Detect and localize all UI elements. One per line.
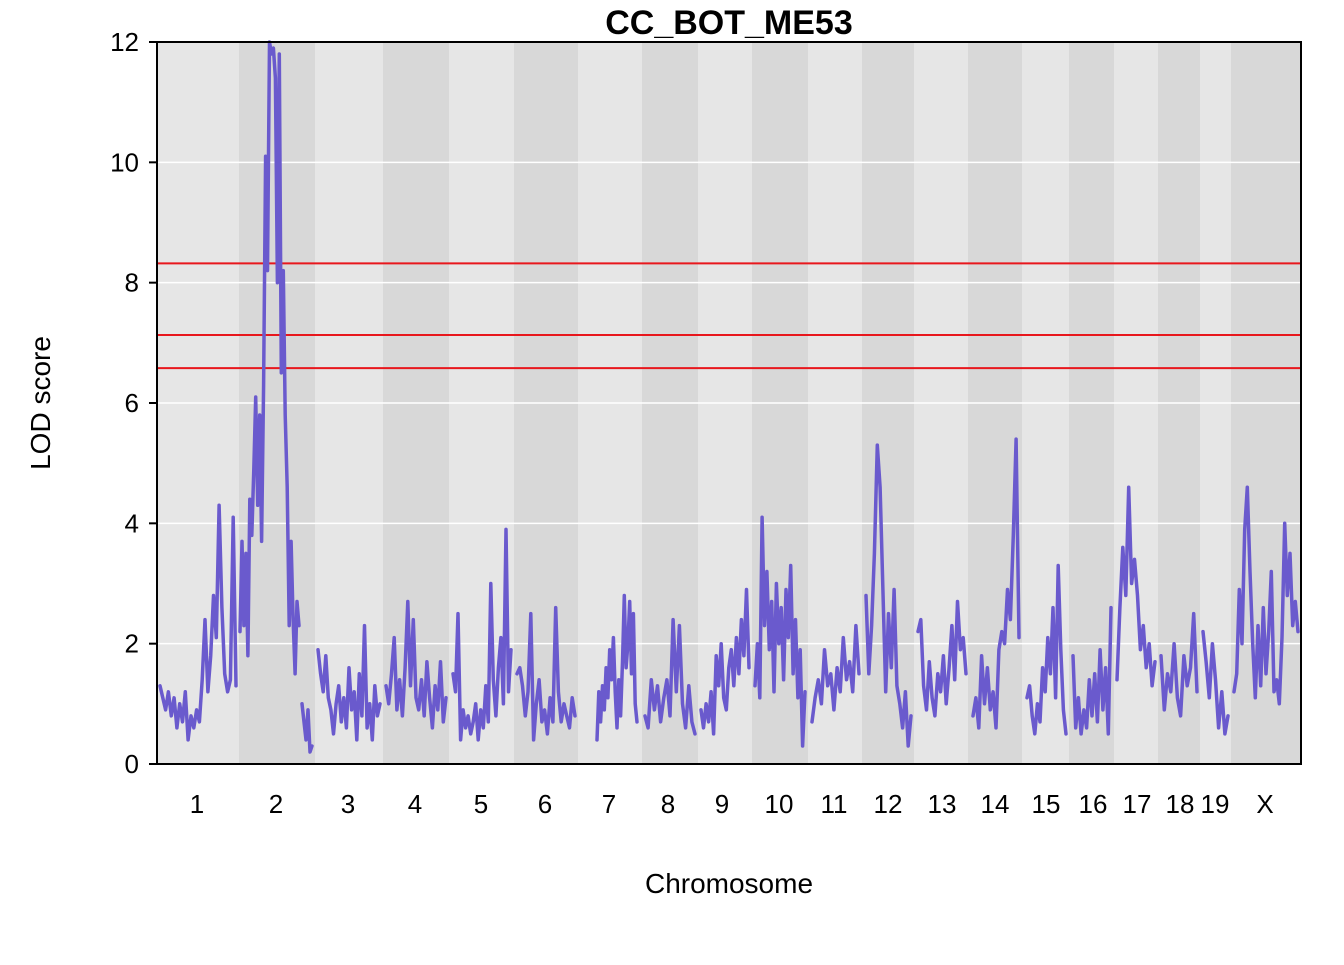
x-tick-label-2: 2 — [269, 789, 283, 819]
lod-line-chr-7 — [595, 593, 639, 742]
x-axis-title: Chromosome — [645, 868, 813, 899]
x-tick-label-4: 4 — [408, 789, 422, 819]
lod-line-chr-10 — [753, 515, 807, 748]
lod-line-chr-6 — [515, 605, 577, 742]
x-tick-label-15: 15 — [1032, 789, 1061, 819]
lod-line-chr-19 — [1201, 629, 1230, 736]
x-tick-label-18: 18 — [1166, 789, 1195, 819]
lod-line-chr-2b — [300, 702, 314, 754]
lod-line-chr-3 — [316, 623, 382, 742]
x-tick-label-8: 8 — [661, 789, 675, 819]
lod-line-chr-13 — [916, 599, 968, 718]
lod-line-chr-16 — [1071, 605, 1113, 736]
y-tick-label-0: 0 — [125, 749, 139, 779]
y-tick-label-2: 2 — [125, 629, 139, 659]
x-tick-label-6: 6 — [538, 789, 552, 819]
x-tick-label-19: 19 — [1201, 789, 1230, 819]
x-tick-label-9: 9 — [715, 789, 729, 819]
y-tick-label-10: 10 — [110, 147, 139, 177]
lod-line-chr-4 — [384, 599, 448, 730]
y-tick-label-8: 8 — [125, 268, 139, 298]
lod-line-chr-17 — [1115, 485, 1157, 688]
x-tick-label-5: 5 — [474, 789, 488, 819]
lod-line-chr-12 — [864, 443, 913, 748]
lod-line-chr-1 — [158, 503, 238, 742]
lod-line-chr-9 — [699, 587, 751, 736]
y-axis-ticks: 0 2 4 6 8 10 12 — [110, 27, 157, 779]
threshold-lines — [157, 262, 1301, 370]
chart-title: CC_BOT_ME53 — [605, 4, 853, 42]
x-tick-label-14: 14 — [981, 789, 1010, 819]
x-tick-label-11: 11 — [821, 789, 848, 819]
lod-line-chr-15 — [1025, 563, 1068, 736]
x-axis-ticks: 1 2 3 4 5 6 7 8 9 10 11 12 13 14 15 16 17 18 19 X — [190, 789, 1274, 819]
x-tick-label-16: 16 — [1079, 789, 1108, 819]
x-tick-label-12: 12 — [874, 789, 903, 819]
y-tick-label-4: 4 — [125, 508, 139, 538]
y-tick-label-6: 6 — [125, 388, 139, 418]
lod-line-chr-X — [1232, 485, 1300, 706]
lod-series — [158, 40, 1300, 754]
lod-line-chr-8 — [643, 617, 697, 736]
lod-line-chr-14 — [971, 437, 1021, 730]
y-axis-title: LOD score — [25, 336, 56, 470]
y-tick-label-12: 12 — [110, 27, 139, 57]
x-tick-label-13: 13 — [928, 789, 957, 819]
lod-line-chr-11 — [810, 623, 861, 724]
x-tick-label-3: 3 — [341, 789, 355, 819]
x-tick-label-1: 1 — [190, 789, 204, 819]
lod-line-chr-5 — [451, 527, 513, 742]
x-tick-label-X: X — [1256, 789, 1273, 819]
x-tick-label-7: 7 — [602, 789, 616, 819]
x-tick-label-17: 17 — [1123, 789, 1152, 819]
lod-line-chr-18 — [1159, 611, 1199, 718]
x-tick-label-10: 10 — [765, 789, 794, 819]
